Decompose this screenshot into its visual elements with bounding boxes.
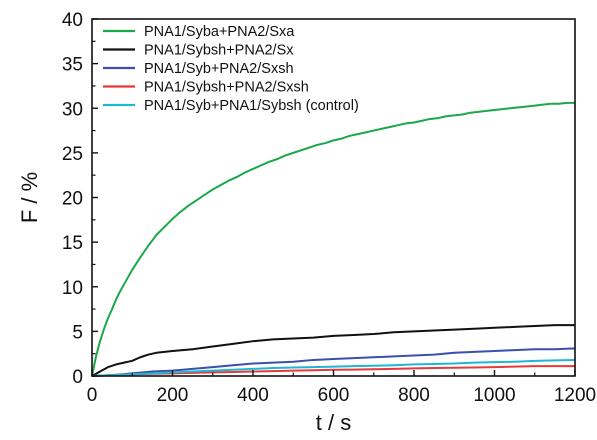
x-tick-label: 600 <box>318 385 350 406</box>
x-tick-label: 200 <box>157 385 189 406</box>
legend-label-1: PNA1/Syba+PNA2/Sxa <box>144 24 295 40</box>
x-tick-label: 800 <box>398 385 430 406</box>
y-tick-label: 0 <box>72 367 83 388</box>
y-tick-label: 30 <box>62 99 83 120</box>
legend-label-5: PNA1/Syb+PNA1/Sybsh (control) <box>144 98 359 114</box>
y-tick-label: 10 <box>62 278 83 299</box>
series-line-1 <box>91 101 575 377</box>
x-tick-label: 1000 <box>473 385 515 406</box>
x-tick-label: 1200 <box>554 385 596 406</box>
y-axis-label: F / % <box>17 172 42 223</box>
legend-label-4: PNA1/Sybsh+PNA2/Sxsh <box>144 80 309 96</box>
series-line-2 <box>91 324 575 377</box>
y-tick-label: 5 <box>72 322 83 343</box>
series-lines <box>91 101 576 377</box>
x-axis-ticks: 0 200 400 600 800 1000 1200 <box>87 370 596 406</box>
y-tick-label: 40 <box>62 10 83 31</box>
y-axis-ticks: 0 5 10 15 20 25 30 35 40 <box>62 10 98 388</box>
y-tick-label: 25 <box>62 144 83 165</box>
y-tick-label: 20 <box>62 189 83 210</box>
x-tick-label: 0 <box>87 385 98 406</box>
y-tick-label: 35 <box>62 55 83 76</box>
legend-label-3: PNA1/Syb+PNA2/Sxsh <box>144 61 294 77</box>
legend: PNA1/Syba+PNA2/Sxa PNA1/Sybsh+PNA2/Sx PNA1… <box>103 24 359 114</box>
legend-label-2: PNA1/Sybsh+PNA2/Sx <box>144 43 294 59</box>
y-tick-label: 15 <box>62 233 83 254</box>
x-tick-label: 400 <box>237 385 269 406</box>
x-axis-label: t / s <box>316 410 351 435</box>
